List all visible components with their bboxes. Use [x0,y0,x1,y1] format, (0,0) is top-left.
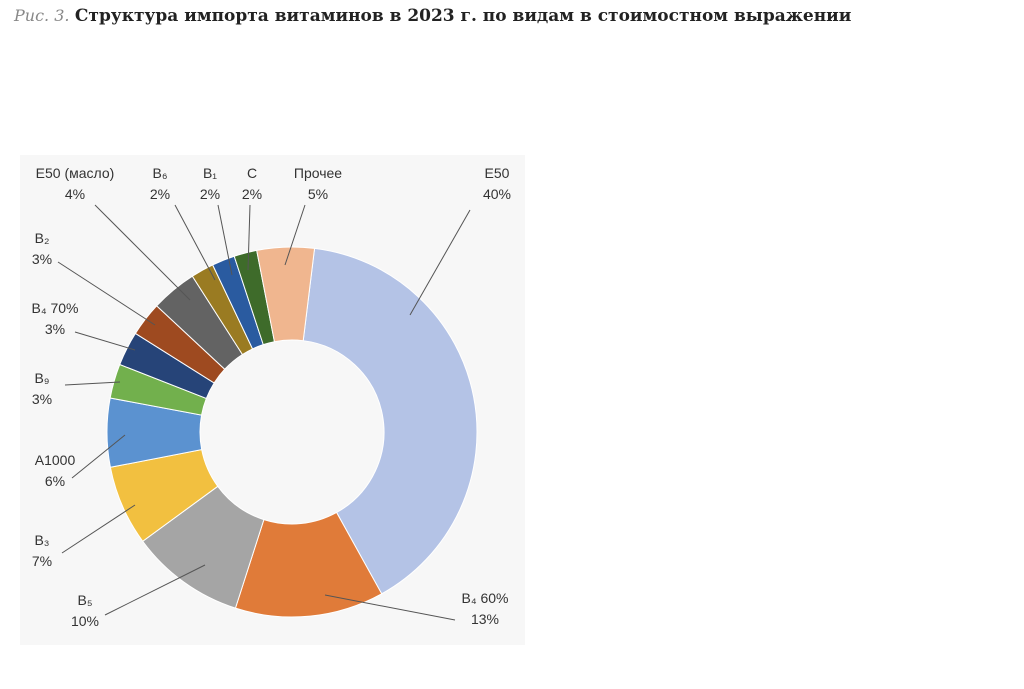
value-label: 3% [45,321,65,337]
leader-line [324,594,456,621]
segment-label: E50 [485,165,510,181]
segment-label: B₄ 70% [32,300,79,316]
caption: Рис. 3. Структура импорта витаминов в 20… [14,6,851,26]
leader-line [74,331,136,351]
segment-label: Прочее [294,165,342,181]
value-label: 13% [471,611,499,627]
chart-title: Структура импорта витаминов в 2023 г. по… [74,6,852,26]
value-label: 3% [32,251,52,267]
donut-segment [302,247,478,595]
value-label: 2% [242,186,262,202]
value-label: 6% [45,473,65,489]
value-label: 40% [483,186,511,202]
leader-line [94,204,191,301]
segment-label: B₁ [203,165,217,181]
value-label: 3% [32,391,52,407]
segment-label: B₆ [153,165,168,181]
segment-label: A1000 [35,452,76,468]
leader-line [247,204,251,271]
segment-label: B₄ 60% [462,590,509,606]
leader-line [217,204,233,276]
leader-line [104,564,206,616]
value-label: 2% [200,186,220,202]
caption-prefix: Рис. 3. [14,6,70,25]
value-label: 7% [32,553,52,569]
segment-label: B₅ [78,592,93,608]
segment-label: E50 (масло) [36,165,115,181]
leader-line [64,381,121,386]
leader-line [174,204,216,281]
leader-line [61,504,136,554]
segment-label: C [247,165,257,181]
value-label: 10% [71,613,99,629]
value-label: 5% [308,186,328,202]
leader-line [57,261,156,326]
segment-label: B₉ [35,370,50,386]
value-label: 2% [150,186,170,202]
value-label: 4% [65,186,85,202]
segment-label: B₃ [34,532,49,548]
leader-line [71,434,126,479]
donut-segment [256,246,316,343]
leader-line [284,204,306,266]
segment-label: B₂ [35,230,50,246]
leader-line [409,209,471,316]
